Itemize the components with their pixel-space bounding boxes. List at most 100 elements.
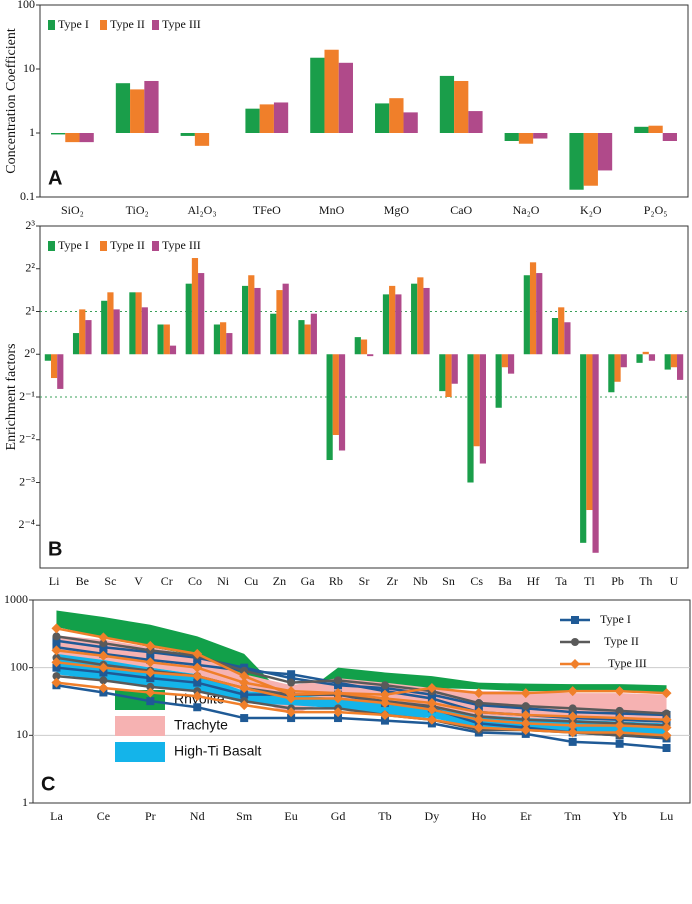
x-tick-label: Pr	[145, 809, 156, 823]
bar	[332, 354, 339, 436]
bar	[403, 112, 418, 133]
bar	[326, 354, 333, 461]
panel-label: A	[48, 167, 62, 189]
bar	[144, 80, 159, 133]
marker	[51, 645, 62, 656]
marker	[239, 677, 250, 688]
bar	[468, 111, 483, 133]
bar	[115, 83, 131, 133]
marker	[568, 704, 577, 713]
panel-label: C	[41, 773, 55, 795]
legend-swatch	[100, 241, 107, 251]
x-tick-label: Li	[49, 574, 60, 588]
bar	[536, 273, 543, 355]
bar	[57, 354, 64, 389]
marker	[52, 636, 61, 645]
x-tick-label: Lu	[660, 809, 673, 823]
marker	[473, 722, 484, 733]
bar	[185, 283, 192, 355]
marker	[240, 714, 249, 723]
marker	[520, 718, 531, 729]
x-tick-label: Th	[639, 574, 652, 588]
bar	[417, 277, 424, 355]
bar	[529, 262, 537, 355]
bar	[533, 133, 548, 139]
y-tick-label: 2⁻⁴	[18, 517, 35, 531]
bar	[580, 354, 587, 543]
bar	[198, 273, 205, 355]
marker	[192, 662, 203, 673]
marker	[615, 706, 624, 715]
marker	[474, 699, 483, 708]
x-tick-label: Ce	[97, 809, 110, 823]
marker	[473, 707, 484, 718]
bar	[501, 354, 508, 368]
marker	[614, 713, 625, 724]
bar	[648, 125, 663, 133]
bar	[129, 292, 136, 355]
bar	[51, 133, 66, 135]
bar	[518, 133, 534, 144]
legend-label: Type II	[110, 238, 145, 252]
marker	[520, 688, 531, 699]
marker	[334, 681, 343, 690]
marker	[146, 674, 155, 683]
bar	[254, 287, 261, 355]
bar	[634, 126, 649, 133]
marker	[239, 700, 250, 711]
bar	[354, 337, 361, 355]
y-tick-label: 100	[10, 659, 28, 673]
bar	[439, 354, 446, 392]
marker	[614, 727, 625, 738]
bar	[135, 292, 142, 355]
marker	[98, 662, 109, 673]
marker	[287, 678, 296, 687]
bar	[141, 307, 148, 355]
marker	[52, 663, 61, 672]
x-tick-label: La	[50, 809, 63, 823]
bar	[592, 354, 599, 553]
x-tick-label: MgO	[384, 203, 410, 217]
marker	[615, 739, 624, 748]
marker	[379, 709, 390, 720]
marker	[146, 682, 155, 691]
bar	[360, 339, 368, 355]
marker	[567, 711, 578, 722]
bar	[79, 309, 86, 355]
legend-swatch	[48, 20, 55, 30]
marker	[473, 714, 484, 725]
y-tick-label: 2⁻³	[19, 474, 35, 488]
area	[56, 610, 667, 713]
line	[56, 649, 667, 721]
x-tick-label: Ba	[498, 574, 512, 588]
x-tick-label: Be	[76, 574, 89, 588]
x-tick-label: MnO	[319, 203, 345, 217]
y-tick-label: 1	[29, 125, 35, 139]
marker	[98, 683, 109, 694]
marker	[193, 678, 202, 687]
line	[56, 656, 667, 727]
legend-swatch	[152, 20, 159, 30]
area	[56, 635, 667, 724]
legend-label: Type III	[162, 238, 201, 252]
bar	[169, 345, 177, 355]
marker	[661, 714, 672, 725]
marker	[473, 688, 484, 699]
x-tick-label: Zn	[273, 574, 286, 588]
bar	[504, 133, 519, 141]
x-tick-label: Ho	[471, 809, 486, 823]
legend-label: Type II	[604, 634, 639, 648]
marker	[520, 724, 531, 735]
legend-label: High-Ti Basalt	[174, 743, 262, 759]
bar	[454, 80, 469, 133]
marker	[287, 674, 296, 683]
line	[56, 639, 667, 717]
marker	[52, 672, 61, 681]
bar	[411, 283, 418, 355]
bar	[636, 354, 643, 363]
bar	[113, 309, 120, 355]
marker	[99, 676, 108, 685]
line	[56, 635, 667, 715]
y-tick-label: 10	[23, 61, 35, 75]
